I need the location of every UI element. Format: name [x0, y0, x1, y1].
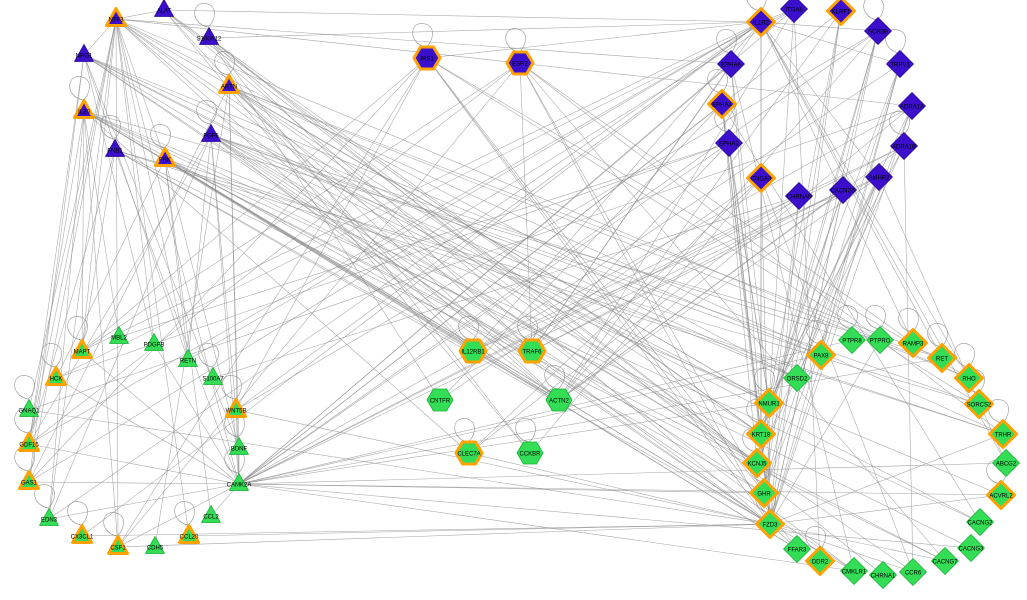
- svg-text:ALAT: ALAT: [157, 9, 172, 15]
- svg-text:ADRA1B: ADRA1B: [892, 145, 916, 151]
- svg-text:CHRNA5: CHRNA5: [787, 195, 812, 201]
- svg-text:ACTN2: ACTN2: [549, 399, 569, 405]
- svg-text:SCN3B: SCN3B: [868, 30, 888, 36]
- svg-text:CCKBR: CCKBR: [519, 452, 541, 458]
- svg-text:IL1R2: IL1R2: [753, 21, 770, 27]
- svg-text:FRK: FRK: [159, 158, 171, 164]
- svg-text:FZD3: FZD3: [763, 523, 779, 529]
- svg-text:ARTN: ARTN: [221, 85, 237, 91]
- svg-text:DDR2: DDR2: [812, 560, 829, 566]
- svg-text:CMKLR1: CMKLR1: [842, 570, 867, 576]
- svg-text:CAMK2A: CAMK2A: [227, 483, 252, 489]
- svg-text:GAS1: GAS1: [21, 481, 38, 487]
- svg-text:GDF15: GDF15: [19, 443, 39, 449]
- svg-text:ITGA8: ITGA8: [785, 8, 803, 14]
- svg-text:RET: RET: [936, 357, 948, 363]
- svg-text:EPHA3: EPHA3: [719, 142, 739, 148]
- svg-text:CCL2: CCL2: [203, 515, 219, 521]
- svg-text:GHR: GHR: [757, 492, 771, 498]
- svg-text:CNTFR: CNTFR: [430, 399, 451, 405]
- svg-text:ABCG2: ABCG2: [996, 462, 1017, 468]
- svg-text:RAMP3: RAMP3: [903, 342, 924, 348]
- svg-text:IL12RB1: IL12RB1: [461, 350, 485, 356]
- svg-text:KCNJ5: KCNJ5: [747, 462, 767, 468]
- svg-text:SORCS2: SORCS2: [967, 403, 992, 409]
- svg-text:CCR6: CCR6: [905, 571, 922, 577]
- svg-text:CX3CL1: CX3CL1: [71, 535, 94, 541]
- svg-text:FNB1: FNB1: [107, 149, 123, 155]
- svg-text:CCL20: CCL20: [180, 535, 199, 541]
- svg-text:NMUR1: NMUR1: [758, 402, 780, 408]
- svg-text:ACVRL2: ACVRL2: [989, 494, 1013, 500]
- svg-text:FFAR3: FFAR3: [788, 548, 807, 554]
- svg-text:NTF3: NTF3: [109, 18, 125, 24]
- svg-text:HCK: HCK: [50, 377, 63, 383]
- svg-text:KRT18: KRT18: [752, 433, 771, 439]
- svg-text:CACNG7: CACNG7: [932, 560, 958, 566]
- svg-text:BDNF: BDNF: [231, 447, 248, 453]
- svg-text:S100A12: S100A12: [197, 37, 222, 43]
- svg-text:PDGFB: PDGFB: [144, 343, 165, 349]
- svg-text:RETN: RETN: [180, 359, 196, 365]
- svg-text:MAPT: MAPT: [74, 350, 91, 356]
- svg-text:TRAF6: TRAF6: [522, 350, 542, 356]
- svg-text:AMHR2: AMHR2: [868, 176, 890, 182]
- svg-text:CSF1: CSF1: [110, 546, 126, 552]
- svg-text:PTPRO: PTPRO: [870, 339, 891, 345]
- svg-text:CACNG5: CACNG5: [830, 189, 856, 195]
- svg-text:ADRA1A: ADRA1A: [900, 105, 924, 111]
- svg-text:TRPV1: TRPV1: [890, 63, 910, 69]
- svg-text:CHRNA1: CHRNA1: [871, 574, 896, 580]
- svg-text:RHO: RHO: [962, 377, 976, 383]
- svg-text:CLEC7A: CLEC7A: [457, 452, 480, 458]
- svg-text:ORSD2: ORSD2: [787, 377, 808, 383]
- svg-text:CACNG3: CACNG3: [958, 547, 984, 553]
- svg-text:ESR2: ESR2: [512, 62, 528, 68]
- svg-text:EPHA4: EPHA4: [712, 103, 732, 109]
- svg-text:S100A7: S100A7: [202, 377, 224, 383]
- svg-text:MBL2: MBL2: [111, 336, 127, 342]
- svg-text:EPHA6: EPHA6: [721, 63, 741, 69]
- svg-text:CNGA3: CNGA3: [751, 177, 772, 183]
- svg-text:GNAQ1: GNAQ1: [18, 409, 40, 415]
- svg-text:KLRF1: KLRF1: [832, 10, 851, 16]
- svg-text:CDH5: CDH5: [147, 546, 164, 552]
- svg-text:PTPR8: PTPR8: [842, 339, 862, 345]
- svg-text:IRS1: IRS1: [420, 57, 434, 63]
- svg-text:TRHR: TRHR: [995, 433, 1012, 439]
- svg-text:NRG1: NRG1: [76, 54, 93, 60]
- svg-text:IL20: IL20: [78, 110, 90, 116]
- svg-text:CACNG2: CACNG2: [967, 521, 993, 527]
- svg-text:WNT5B: WNT5B: [226, 409, 247, 415]
- svg-text:EDN3: EDN3: [41, 518, 58, 524]
- svg-text:FGF6: FGF6: [203, 134, 219, 140]
- svg-text:PAX8: PAX8: [814, 354, 830, 360]
